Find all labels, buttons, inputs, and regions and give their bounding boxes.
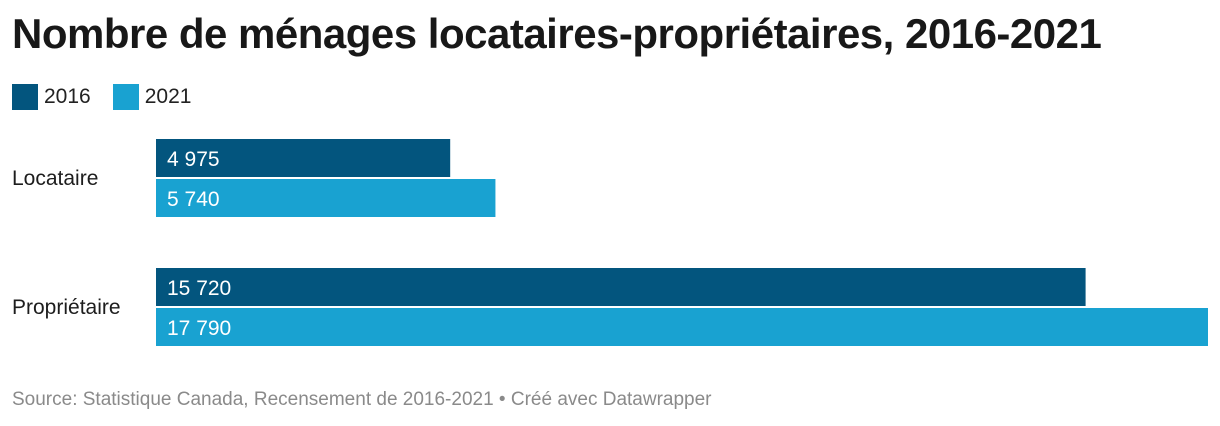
data-label-locataire-2016: 4 975 — [167, 148, 220, 171]
bar-locataire-2021 — [156, 179, 496, 217]
chart-title: Nombre de ménages locataires-propriétair… — [12, 10, 1102, 57]
legend-label-2016: 2016 — [44, 85, 91, 108]
source-note: Source: Statistique Canada, Recensement … — [12, 389, 712, 410]
legend-item-2021: 2021 — [112, 84, 192, 110]
category-label-propriétaire: Propriétaire — [12, 296, 121, 319]
data-label-propriétaire-2021: 17 790 — [167, 317, 231, 340]
data-label-locataire-2021: 5 740 — [167, 188, 220, 211]
bar-propriétaire-2016 — [156, 268, 1086, 306]
legend-item-2016: 2016 — [12, 84, 91, 110]
legend-swatch-2016 — [12, 84, 38, 110]
data-label-propriétaire-2016: 15 720 — [167, 277, 231, 300]
legend-swatch-2021 — [112, 84, 139, 110]
bar-locataire-2016 — [156, 139, 451, 177]
bar-propriétaire-2021 — [156, 308, 1208, 346]
category-label-locataire: Locataire — [12, 167, 98, 190]
legend-label-2021: 2021 — [144, 85, 192, 108]
legend: 2016 2021 — [12, 84, 191, 110]
